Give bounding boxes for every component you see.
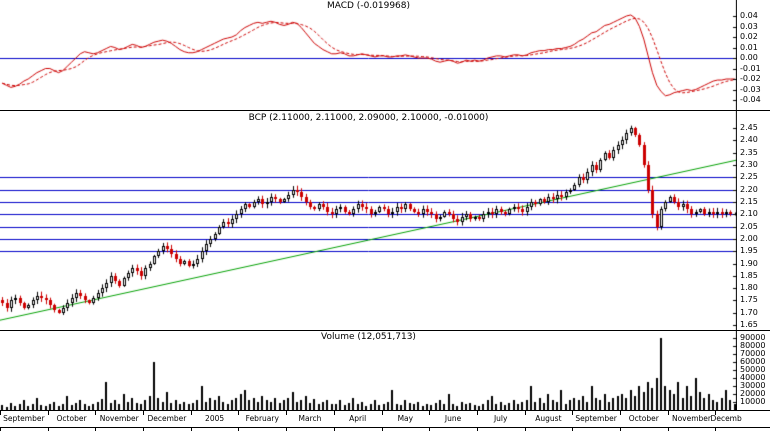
bottom-tickmark (525, 428, 526, 431)
bottom-tickmark (238, 428, 239, 431)
y-axis-tick-label: 70000 (740, 348, 766, 358)
y-axis-tick-label: 1.95 (740, 246, 758, 256)
x-axis-tickmark (286, 411, 287, 415)
y-axis-tick-label: -0.01 (740, 63, 761, 73)
bottom-tickmark (668, 428, 669, 431)
x-axis-label: June (444, 414, 462, 423)
bottom-tickmark (191, 428, 192, 431)
y-axis-tick-label: 1.70 (740, 307, 758, 317)
x-axis-label: September (3, 414, 45, 423)
x-axis-tickmark (382, 411, 383, 415)
volume-plot[interactable] (0, 331, 737, 410)
x-axis-tickmark (143, 411, 144, 415)
y-axis-tick-label: 80000 (740, 340, 766, 350)
x-axis-tickmark (48, 411, 49, 415)
x-axis-tickmark (668, 411, 669, 415)
x-axis-tickmark (95, 411, 96, 415)
x-axis-label: April (349, 414, 367, 423)
x-axis-tickmark (238, 411, 239, 415)
x-axis-tickmark (715, 411, 716, 415)
y-axis-tick-label: 2.05 (740, 221, 758, 231)
y-axis-tick-label: 1.80 (740, 283, 758, 293)
y-axis-tick-label: 2.25 (740, 172, 758, 182)
y-axis-tick-label: 0.03 (740, 21, 758, 31)
y-axis-tick-label: 2.15 (740, 196, 758, 206)
y-axis-tick-label: 0.00 (740, 53, 758, 62)
y-axis-tick-label: 30000 (740, 380, 766, 390)
x-axis-label: 2005 (205, 414, 225, 423)
y-axis-tick-label: 1.65 (740, 320, 758, 330)
y-axis-tick-label: 2.45 (740, 123, 758, 132)
y-axis-tick-label: 10000 (740, 396, 766, 406)
x-axis-label: December (147, 414, 187, 423)
bottom-tickmark (286, 428, 287, 431)
bottom-tickmark (143, 428, 144, 431)
bottom-tickmark (715, 428, 716, 431)
bottom-tick-row (0, 428, 770, 431)
y-axis-tick-label: 1.75 (740, 295, 758, 305)
y-axis-tick-label: 2.20 (740, 184, 758, 194)
x-axis-label: August (535, 414, 562, 423)
y-axis-tick-label: -0.04 (740, 95, 761, 104)
x-axis-tickmark (572, 411, 573, 415)
y-axis-tick-label: 0.02 (740, 32, 758, 41)
y-axis-tick-label: 2.00 (740, 233, 758, 243)
x-axis-label: July (493, 414, 508, 423)
bottom-border (0, 427, 770, 428)
x-axis-label: November (671, 414, 711, 423)
bottom-tickmark (334, 428, 335, 431)
x-axis-tickmark (334, 411, 335, 415)
bottom-tickmark (95, 428, 96, 431)
bottom-tickmark (48, 428, 49, 431)
y-axis-tick-label: 2.35 (740, 147, 758, 157)
y-axis-tick-label: 50000 (740, 364, 766, 374)
bottom-tickmark (382, 428, 383, 431)
price-y-axis: 2.45 2.40 2.35 2.30 2.25 2.20 2.15 2.10 2.05 2.00… (737, 111, 770, 330)
bottom-tickmark (0, 428, 1, 431)
x-axis-tickmark (0, 411, 1, 415)
bottom-tickmark (620, 428, 621, 431)
y-axis-tick-label: 60000 (740, 356, 766, 366)
y-axis-tick-label: 90000 (740, 332, 766, 342)
volume-y-axis: 90000 80000 70000 60000 50000 40000 30000 20000… (737, 331, 770, 410)
x-axis: September October November December 2005 Febr… (0, 410, 770, 431)
x-axis-tickmark (525, 411, 526, 415)
y-axis-tick-label: 2.10 (740, 209, 758, 219)
x-axis-label: November (99, 414, 139, 423)
y-axis-tick-label: 0.04 (740, 11, 758, 20)
x-axis-tickmark (620, 411, 621, 415)
bottom-tickmark (572, 428, 573, 431)
x-axis-line (0, 410, 770, 411)
x-axis-tickmark (191, 411, 192, 415)
y-axis-tick-label: -0.02 (740, 74, 761, 83)
x-axis-label: October (628, 414, 659, 423)
panel-divider (0, 110, 770, 111)
y-axis-tick-label: 2.40 (740, 135, 758, 145)
y-axis-tick-label: 1.90 (740, 258, 758, 268)
price-plot[interactable] (0, 111, 737, 330)
x-axis-label: May (397, 414, 414, 423)
x-axis-label: March (298, 414, 322, 423)
x-axis-tickmark (477, 411, 478, 415)
y-axis-tick-label: 2.30 (740, 159, 758, 169)
macd-plot[interactable] (0, 0, 737, 110)
y-axis-tick-label: 20000 (740, 388, 766, 398)
x-axis-tickmark (429, 411, 430, 415)
panel-divider (0, 330, 770, 331)
x-axis-label: September (575, 414, 617, 423)
bottom-tickmark (429, 428, 430, 431)
bottom-tickmark (477, 428, 478, 431)
x-axis-label: Decemb (710, 414, 742, 423)
y-axis-tick-label: 0.01 (740, 42, 758, 52)
y-axis-tick-label: -0.03 (740, 84, 761, 94)
x-axis-label: February (245, 414, 279, 423)
y-axis-tick-label: 1.85 (740, 270, 758, 280)
macd-y-axis: 0.04 0.03 0.02 0.01 0.00 -0.01 -0.02 -0.03 -0.04 (737, 0, 770, 110)
x-axis-label: October (56, 414, 87, 423)
y-axis-tick-label: 40000 (740, 372, 766, 382)
